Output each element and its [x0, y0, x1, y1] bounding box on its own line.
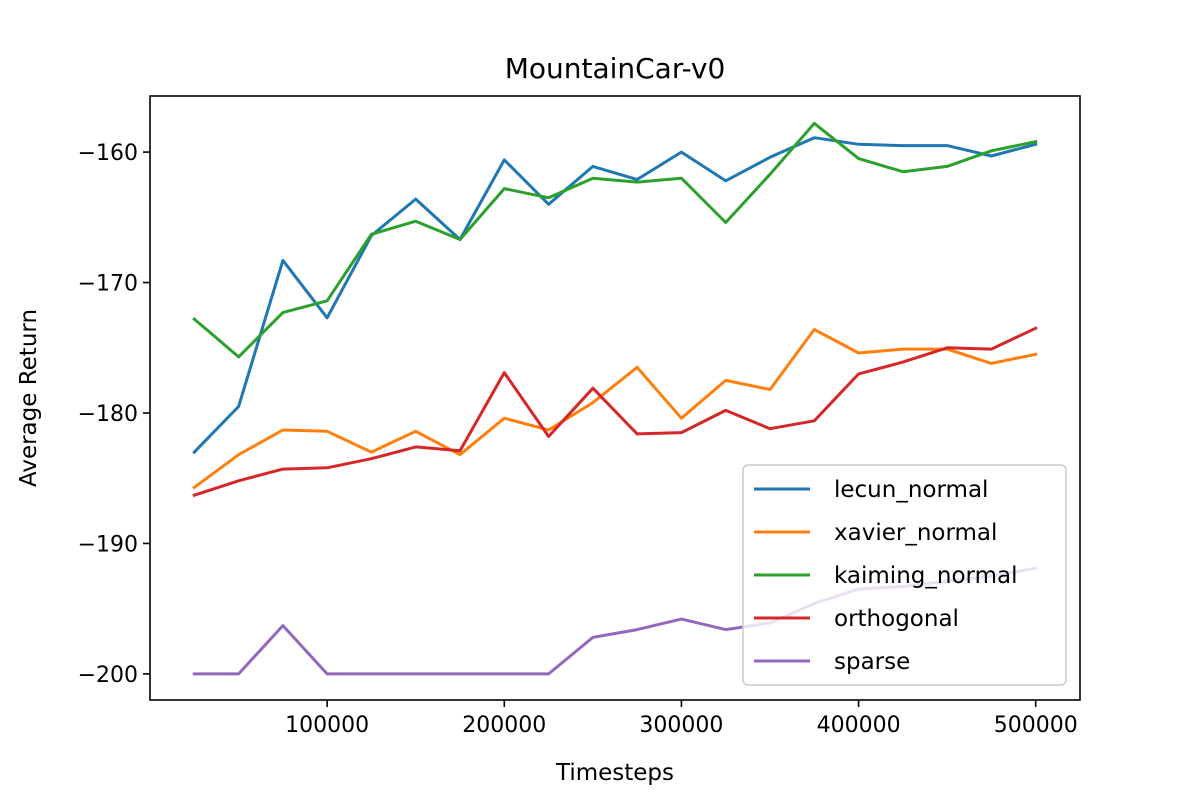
x-tick-label: 400000 [817, 713, 901, 738]
x-tick-label: 200000 [462, 713, 546, 738]
y-tick-label: −190 [78, 532, 138, 557]
y-axis-label: Average Return [16, 309, 42, 487]
legend-label-xavier-normal: xavier_normal [834, 520, 997, 546]
x-axis-label: Timesteps [555, 760, 674, 786]
legend-label-lecun-normal: lecun_normal [834, 477, 988, 503]
plot-frame [149, 95, 1081, 701]
chart-title: MountainCar-v0 [505, 52, 726, 85]
x-tick-label: 500000 [994, 713, 1078, 738]
legend-label-orthogonal: orthogonal [834, 606, 959, 632]
y-tick-label: −170 [78, 272, 138, 297]
series-layer [192, 121, 1038, 676]
x-axis: 100000 200000 300000 400000 500000 [285, 700, 1078, 738]
series-line-lecun-normal [192, 136, 1038, 455]
x-tick-label: 100000 [285, 713, 369, 738]
series-line-xavier-normal [192, 328, 1038, 490]
plot-area [149, 95, 1081, 701]
y-tick-label: −180 [78, 402, 138, 427]
series-line-kaiming-normal [192, 121, 1038, 359]
y-tick-label: −200 [78, 663, 138, 688]
x-tick-label: 300000 [639, 713, 723, 738]
legend-label-sparse: sparse [834, 649, 910, 675]
legend: lecun_normal xavier_normal kaiming_normalo… [742, 464, 1067, 686]
series-line-orthogonal [192, 326, 1038, 498]
legend-frame [742, 464, 1067, 686]
legend-label-kaiming-normal: kaiming_normal [834, 563, 1017, 589]
y-tick-label: −160 [78, 141, 138, 166]
y-axis: −200 −190 −180 −170 −160 [78, 141, 150, 688]
